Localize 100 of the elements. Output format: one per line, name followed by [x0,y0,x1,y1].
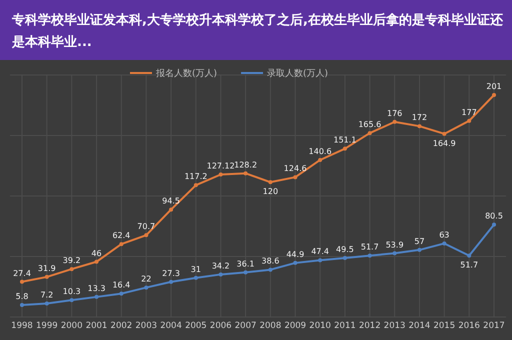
data-label: 127.12 [206,161,235,170]
x-tick-label: 2002 [110,321,132,331]
data-label: 27.3 [162,268,180,278]
point [318,158,322,162]
data-label: 22 [141,274,152,284]
data-label: 16.4 [112,280,130,290]
point [268,268,272,272]
data-label: 117.2 [184,172,208,182]
point [417,248,422,252]
x-tick-label: 2014 [408,321,430,331]
x-tick-label: 2001 [86,321,108,331]
x-tick-label: 2012 [358,321,381,331]
data-label: 46 [91,248,102,258]
data-label: 27.4 [13,268,31,278]
point [70,267,74,272]
x-tick-label: 1999 [36,321,58,331]
point [94,260,99,264]
point [218,172,223,176]
point [218,272,223,276]
point [417,124,422,128]
x-tick-label: 2017 [483,321,505,331]
data-label: 53.9 [386,240,404,250]
point [244,270,248,274]
point [119,242,124,246]
x-tick-label: 2003 [135,321,158,331]
point [44,301,49,306]
point [94,294,99,299]
point [144,286,148,290]
x-tick-label: 2013 [384,321,406,331]
x-tick-label: 2016 [458,321,480,331]
point [368,254,372,258]
chart-title: 专科学校毕业证发本科,大专学校升本科学校了之后,在校生毕业后拿的是专科毕业证还是本科毕业... [11,12,504,50]
data-label: 94.5 [162,196,180,206]
x-tick-label: 2007 [234,321,256,331]
data-label: 47.4 [311,247,330,256]
x-tick-label: 2000 [60,321,83,331]
data-label: 128.2 [234,160,258,170]
data-label: 36.1 [236,259,254,268]
point [70,298,74,302]
point [194,276,198,280]
data-label: 7.2 [40,290,54,300]
point [169,280,174,284]
data-label: 39.2 [62,256,81,266]
point [392,120,397,124]
data-label: 51.7 [360,242,379,252]
data-label: 151.1 [333,136,356,145]
point [318,258,322,262]
data-label: 51.7 [460,260,478,270]
data-label: 124.6 [284,164,307,174]
point [467,118,472,123]
data-label: 31 [190,264,201,274]
x-tick-label: 1998 [11,321,33,331]
point [244,171,248,176]
point [194,183,198,188]
x-tick-label: 2015 [433,321,456,331]
data-label: 62.4 [112,231,130,240]
point [268,180,272,184]
point [20,303,24,307]
point [442,241,446,246]
data-label: 10.3 [62,287,81,296]
data-label: 31.9 [38,264,56,273]
point [119,292,124,296]
point [293,260,298,265]
data-label: 164.9 [432,138,456,148]
legend-label: 报名人数(万人) [155,68,218,79]
data-label: 57 [414,236,425,246]
point [368,131,372,136]
data-label: 70.7 [137,222,156,232]
x-tick-label: 2010 [309,321,331,331]
point [392,251,397,256]
point [44,274,49,279]
x-tick-label: 2006 [210,321,232,331]
data-label: 63 [439,230,450,240]
data-label: 34.2 [212,261,230,270]
data-label: 13.3 [88,284,106,293]
data-label: 49.5 [336,244,354,254]
data-label: 44.9 [286,250,304,259]
point [169,208,174,212]
data-label: 120 [262,187,278,196]
data-label: 140.6 [308,146,332,156]
point [442,132,446,136]
data-label: 165.6 [358,120,382,130]
data-label: 176 [386,108,402,118]
data-label: 201 [486,82,502,91]
point [467,254,472,258]
point [144,233,148,238]
x-tick-label: 2004 [160,321,182,331]
x-tick-label: 2005 [185,321,207,331]
x-tick-label: 2008 [260,321,282,331]
point [342,146,347,151]
point [20,280,24,284]
data-label: 5.8 [16,292,28,301]
point [492,93,496,97]
data-label: 172 [412,113,428,122]
data-label: 38.6 [262,256,280,266]
data-label: 177 [462,108,477,117]
x-tick-label: 2011 [334,321,356,331]
data-label: 80.5 [485,212,503,221]
legend-label: 录取人数(万人) [267,68,328,79]
point [293,175,298,180]
